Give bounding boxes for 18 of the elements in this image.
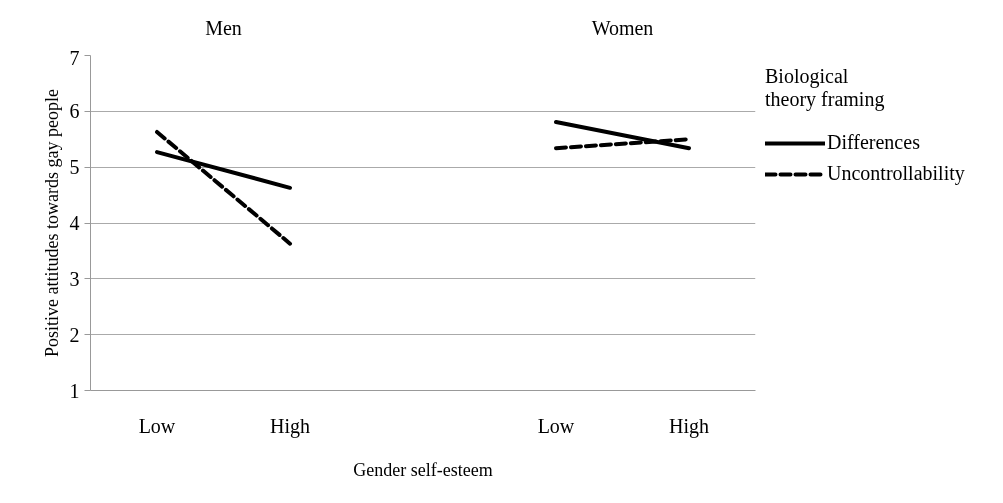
y-tick-label: 3 — [69, 267, 80, 290]
legend-label: Differences — [827, 131, 920, 154]
x-tick-label: High — [270, 414, 310, 438]
y-axis-title: Positive attitudes towards gay people — [41, 89, 62, 357]
y-tick-label: 1 — [69, 379, 80, 402]
y-tick-label: 7 — [69, 46, 80, 69]
x-tick-label: Low — [138, 414, 176, 437]
y-tick-label: 5 — [69, 156, 80, 179]
legend-title: Biological theory framing — [765, 65, 886, 111]
x-axis-title: Gender self-esteem — [353, 459, 493, 480]
text: Women — [591, 17, 654, 39]
x-tick-label: Low — [537, 414, 575, 437]
y-tick-label: 6 — [69, 100, 80, 123]
y-tick-label: 2 — [69, 323, 80, 346]
x-tick-label: High — [669, 414, 709, 438]
y-tick-label: 4 — [69, 212, 80, 234]
legend-label: Uncontrollability — [827, 162, 965, 185]
text: Men — [205, 17, 242, 39]
